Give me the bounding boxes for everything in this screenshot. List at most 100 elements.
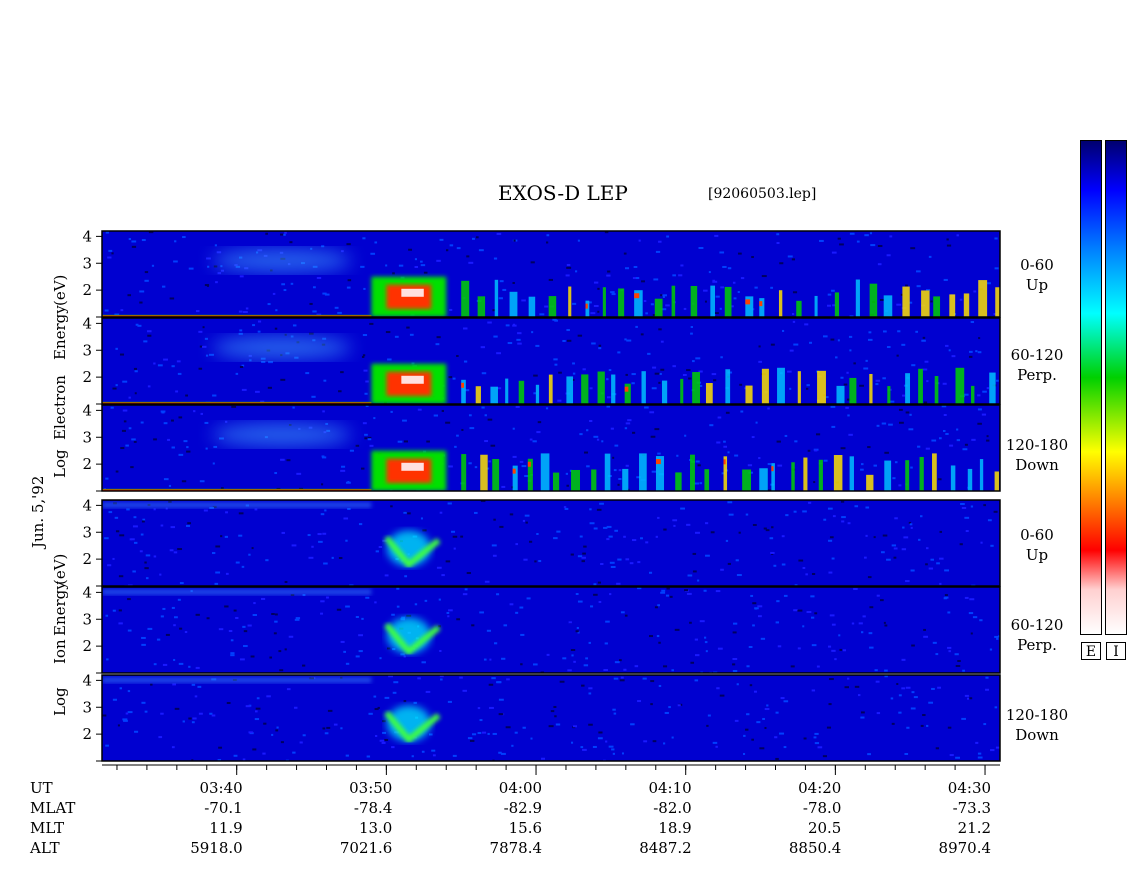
- noise-speck: [621, 752, 624, 755]
- noise-speck: [213, 445, 218, 448]
- noise-speck: [570, 741, 574, 744]
- noise-speck: [906, 726, 910, 729]
- noise-speck: [331, 556, 334, 559]
- spectrogram-panels: [101, 230, 1001, 762]
- burst-core: [386, 371, 432, 396]
- noise-speck: [761, 275, 767, 278]
- noise-speck: [695, 654, 700, 657]
- noise-speck: [478, 249, 484, 252]
- noise-speck: [417, 677, 421, 680]
- noise-speck: [917, 445, 921, 448]
- energy-flux-column: [461, 454, 467, 491]
- noise-speck: [195, 666, 200, 669]
- noise-speck: [292, 751, 296, 754]
- energy-flux-column: [535, 384, 540, 404]
- energy-flux-column: [675, 472, 682, 491]
- noise-speck: [826, 304, 831, 307]
- noise-speck: [829, 614, 835, 617]
- noise-speck: [312, 286, 316, 289]
- noise-speck: [162, 663, 168, 666]
- noise-speck: [296, 472, 302, 475]
- ion-ylabel-species: Ion: [51, 639, 69, 664]
- noise-speck: [420, 260, 423, 263]
- noise-speck: [577, 334, 583, 337]
- noise-speck: [765, 529, 770, 532]
- noise-speck: [153, 438, 157, 441]
- noise-speck: [182, 236, 186, 239]
- energy-flux-column: [710, 285, 716, 317]
- noise-speck: [723, 445, 728, 448]
- noise-speck: [847, 414, 850, 417]
- noise-speck: [652, 366, 657, 369]
- noise-speck: [284, 231, 287, 234]
- energy-flux-column: [887, 386, 891, 404]
- noise-speck: [575, 270, 578, 273]
- noise-speck: [400, 653, 405, 656]
- noise-speck: [486, 467, 490, 470]
- noise-speck: [489, 658, 492, 661]
- ion-panel-0: [101, 499, 1001, 587]
- noise-speck: [654, 428, 660, 431]
- noise-speck: [238, 534, 243, 537]
- noise-speck: [867, 446, 871, 449]
- noise-speck: [734, 454, 739, 457]
- noise-speck: [144, 279, 149, 282]
- noise-speck: [488, 683, 494, 686]
- noise-speck: [810, 595, 815, 598]
- noise-speck: [882, 534, 888, 537]
- noise-speck: [224, 605, 229, 608]
- noise-speck: [338, 390, 342, 393]
- noise-speck: [635, 277, 640, 280]
- noise-speck: [869, 606, 874, 609]
- noise-speck: [593, 527, 598, 530]
- energy-flux-column: [949, 294, 956, 317]
- noise-speck: [403, 700, 407, 703]
- noise-speck: [995, 746, 1000, 749]
- noise-speck: [439, 675, 444, 678]
- noise-speck: [579, 535, 583, 538]
- noise-speck: [471, 733, 477, 736]
- noise-speck: [868, 632, 873, 635]
- noise-speck: [920, 515, 923, 518]
- energy-flux-column: [921, 290, 930, 317]
- noise-speck: [598, 600, 602, 603]
- noise-speck: [792, 291, 798, 294]
- noise-speck: [486, 629, 491, 632]
- noise-speck: [763, 527, 767, 530]
- noise-speck: [174, 240, 177, 243]
- noise-speck: [816, 665, 820, 668]
- noise-speck: [977, 408, 982, 411]
- noise-speck: [141, 701, 146, 704]
- noise-speck: [582, 368, 586, 371]
- noise-speck: [793, 510, 797, 513]
- noise-speck: [806, 611, 812, 614]
- noise-speck: [689, 621, 692, 624]
- energy-flux-column: [919, 456, 924, 491]
- noise-speck: [614, 661, 620, 664]
- noise-speck: [908, 428, 914, 431]
- noise-speck: [623, 668, 627, 671]
- noise-speck: [942, 382, 947, 385]
- noise-speck: [487, 418, 493, 421]
- noise-speck: [975, 350, 978, 353]
- noise-speck: [654, 606, 658, 609]
- noise-speck: [421, 661, 426, 664]
- noise-speck: [851, 622, 855, 625]
- noise-speck: [205, 447, 208, 450]
- noise-speck: [603, 669, 608, 672]
- noise-speck: [199, 480, 205, 483]
- ephemeris-label-ut: UT: [30, 779, 53, 797]
- noise-speck: [171, 446, 175, 449]
- noise-speck: [160, 712, 164, 715]
- noise-speck: [230, 654, 235, 657]
- pitch-range: 60-120: [1010, 346, 1064, 364]
- noise-speck: [133, 440, 137, 443]
- noise-speck: [794, 584, 798, 586]
- noise-speck: [187, 522, 191, 525]
- noise-speck: [215, 281, 218, 284]
- noise-speck: [846, 398, 851, 401]
- noise-speck: [127, 711, 133, 714]
- noise-speck: [382, 539, 388, 542]
- noise-speck: [390, 410, 393, 413]
- noise-speck: [402, 419, 407, 422]
